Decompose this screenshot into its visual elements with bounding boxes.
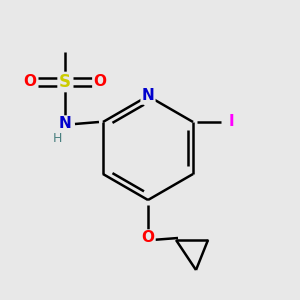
Text: O: O [94, 74, 106, 89]
Text: N: N [58, 116, 71, 131]
Text: H: H [52, 131, 62, 145]
Text: S: S [59, 73, 71, 91]
Text: I: I [228, 115, 234, 130]
Text: O: O [142, 230, 154, 245]
Text: O: O [23, 74, 37, 89]
Text: N: N [142, 88, 154, 104]
